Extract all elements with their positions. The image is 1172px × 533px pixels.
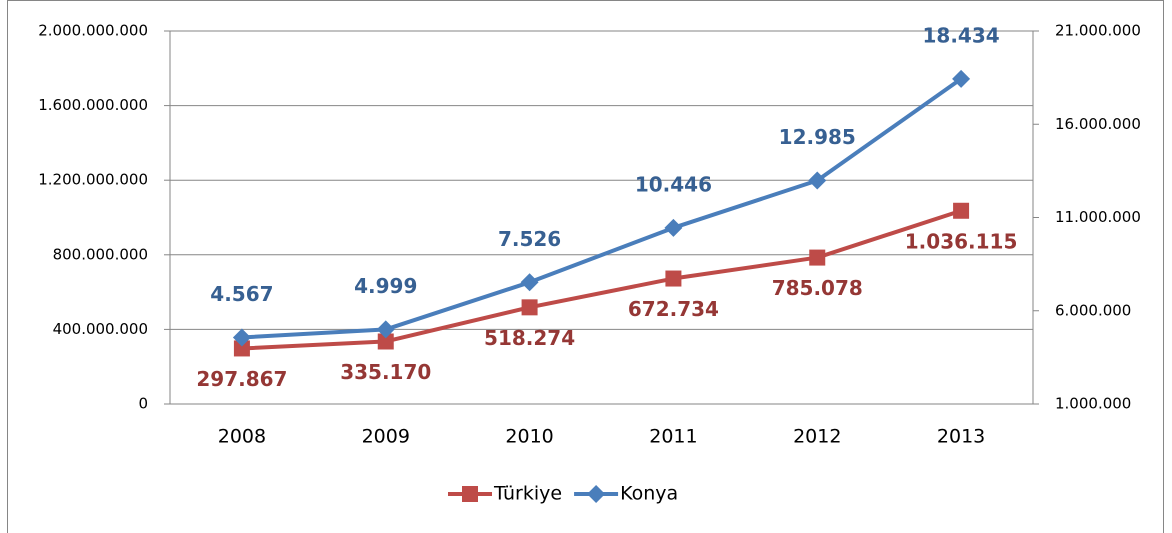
data-label: 518.274 [484,326,575,350]
point [376,320,395,339]
point [377,333,394,350]
data-label: 18.434 [922,23,999,47]
y-tick-label: 800.000.000 [53,245,148,263]
x-tick-label: 2008 [218,426,266,448]
legend-label: Konya [620,483,678,505]
point [808,171,827,190]
y-tick-label: 1.600.000.000 [38,96,148,114]
data-label: 1.036.115 [905,229,1018,253]
y-tick-label: 0 [138,395,148,413]
point [232,328,251,347]
data-label: 4.999 [354,274,417,298]
x-tick-label: 2013 [937,426,985,448]
y-tick-label: 400.000.000 [53,320,148,338]
y2-tick-label: 16.000.000 [1055,115,1141,133]
point [953,202,970,219]
point [521,299,538,316]
point [809,249,826,266]
data-label: 10.446 [635,172,712,196]
x-tick-label: 2010 [505,426,553,448]
data-label: 335.170 [340,360,431,384]
data-label: 297.867 [196,367,287,391]
point [664,218,683,237]
y-tick-label: 1.200.000.000 [38,171,148,189]
y2-tick-label: 6.000.000 [1055,301,1131,319]
y2-tick-label: 21.000.000 [1055,22,1141,40]
x-tick-label: 2012 [793,426,841,448]
legend-marker [462,486,478,502]
data-label: 4.567 [210,282,273,306]
point [665,270,682,287]
y2-tick-label: 11.000.000 [1055,208,1141,226]
chart-border [7,0,1164,533]
point [952,69,971,88]
data-label: 672.734 [628,297,719,321]
series-line [241,77,963,340]
x-tick-label: 2009 [362,426,410,448]
data-label: 7.526 [498,227,561,251]
point [520,273,539,292]
y2-tick-label: 1.000.000 [1055,395,1131,413]
series-line [241,208,962,351]
legend-marker [587,485,606,503]
data-label: 12.985 [779,125,856,149]
data-label: 785.078 [772,276,863,300]
legend-label: Türkiye [493,483,562,505]
x-tick-label: 2011 [649,426,697,448]
y-tick-label: 2.000.000.000 [38,22,148,40]
point [233,340,250,357]
